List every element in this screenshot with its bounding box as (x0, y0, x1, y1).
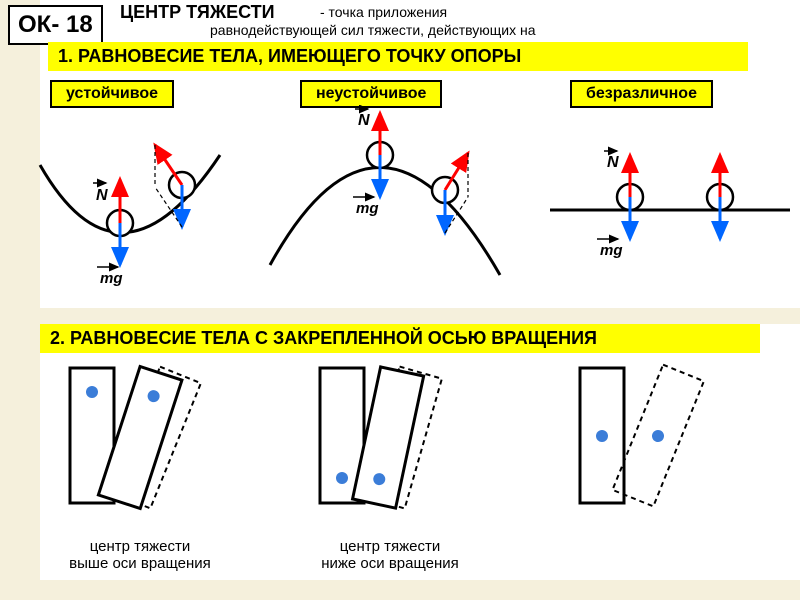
svg-text:mg: mg (100, 270, 123, 287)
svg-text:N: N (607, 154, 619, 171)
label-unstable: неустойчивое (300, 80, 442, 108)
caption-above: центр тяжести выше оси вращения (40, 538, 240, 572)
unstable-diagram: N mg (270, 109, 500, 275)
definition-line2: равнодействующей сил тяжести, действующи… (210, 22, 536, 38)
cg-above (70, 367, 201, 509)
svg-text:mg: mg (600, 242, 623, 259)
caption-above-l1: центр тяжести (40, 538, 240, 555)
equilibrium-diagrams: N mg N mg N mg (0, 105, 800, 305)
neutral-diagram: N mg (550, 151, 790, 259)
ok-badge: ОК- 18 (8, 5, 103, 45)
rotation-diagrams (0, 358, 800, 548)
caption-below-l1: центр тяжести (290, 538, 490, 555)
caption-below-l2: ниже оси вращения (290, 555, 490, 572)
section2-bar: 2. РАВНОВЕСИЕ ТЕЛА С ЗАКРЕПЛЕННОЙ ОСЬЮ В… (40, 324, 760, 353)
stable-diagram: N mg (40, 105, 220, 287)
caption-below: центр тяжести ниже оси вращения (290, 538, 490, 572)
label-neutral: безразличное (570, 80, 713, 108)
divider-strip (40, 308, 800, 324)
section1-bar: 1. РАВНОВЕСИЕ ТЕЛА, ИМЕЮЩЕГО ТОЧКУ ОПОРЫ (48, 42, 748, 71)
definition-line1: - точка приложения (320, 4, 447, 20)
main-title: ЦЕНТР ТЯЖЕСТИ (120, 2, 275, 23)
cg-below (320, 367, 442, 509)
label-stable: устойчивое (50, 80, 174, 108)
svg-text:N: N (358, 112, 370, 129)
cg-at-axis (580, 365, 704, 507)
svg-text:mg: mg (356, 200, 379, 217)
bottom-strip (40, 580, 800, 600)
svg-text:N: N (96, 187, 108, 204)
caption-above-l2: выше оси вращения (40, 555, 240, 572)
